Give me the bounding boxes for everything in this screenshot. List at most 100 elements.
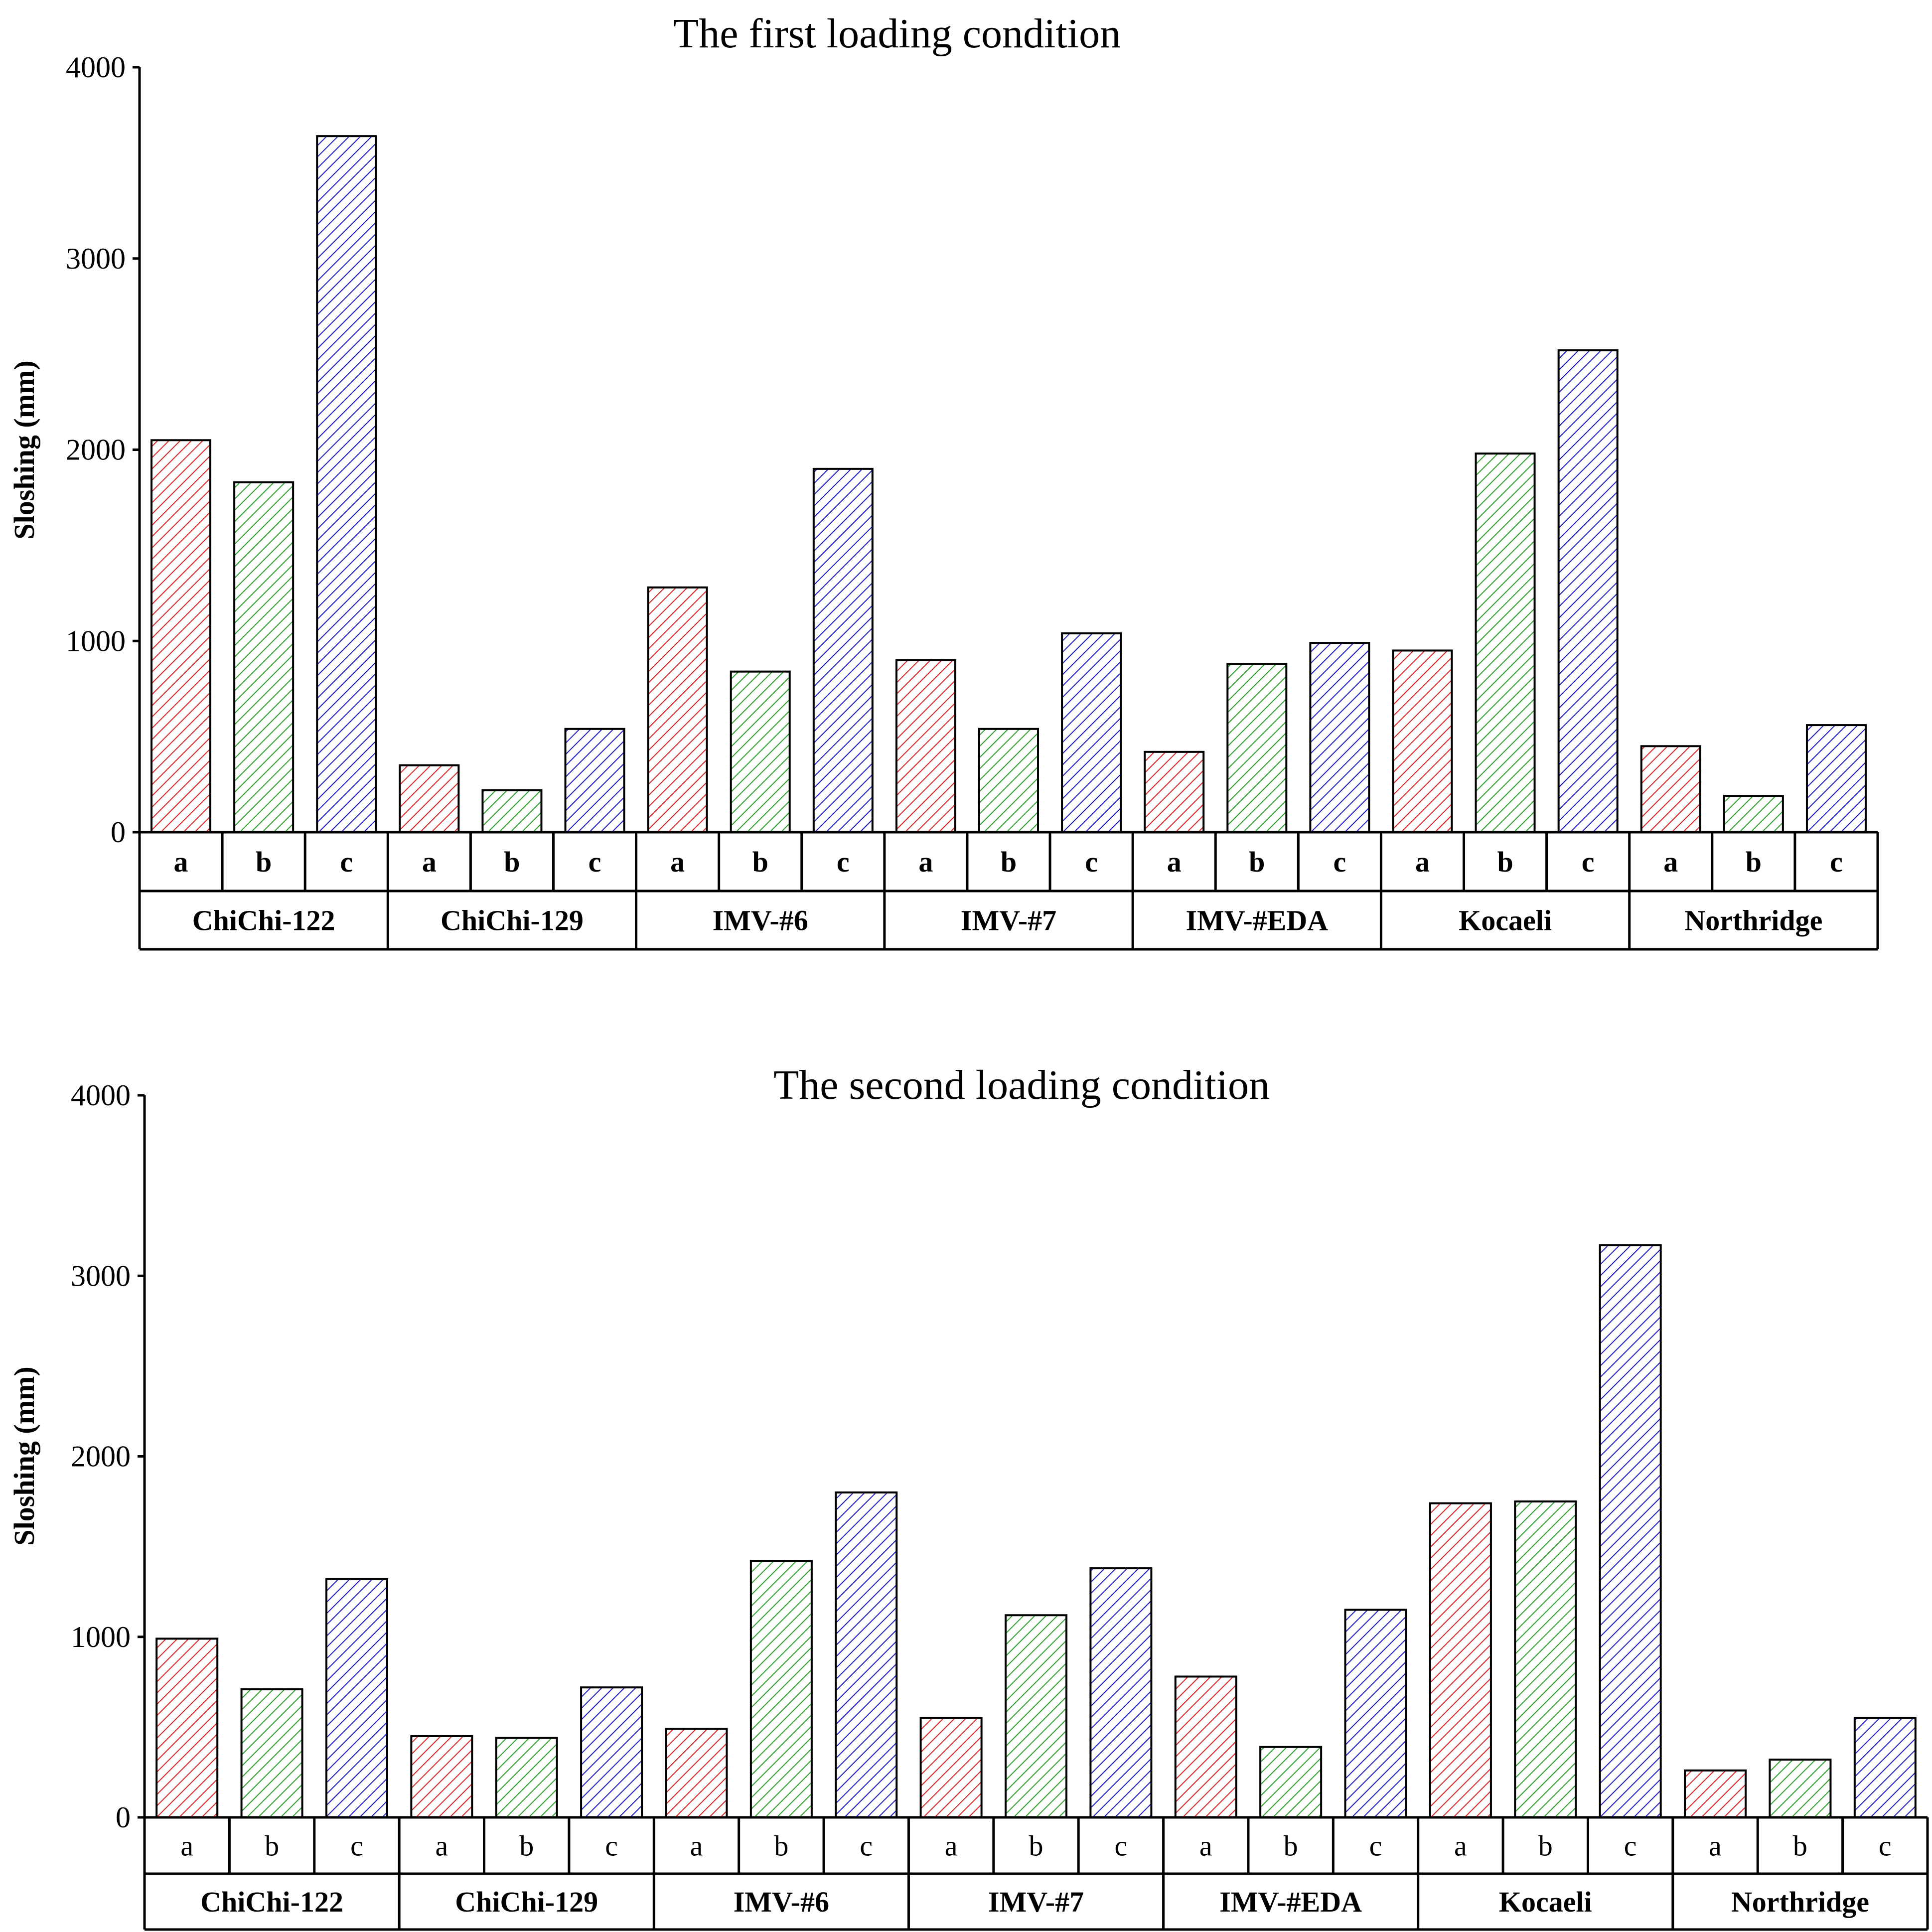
subcategory-label: a xyxy=(1167,846,1182,878)
chart-panel-1: The first loading condition Sloshing (mm)… xyxy=(8,10,1879,951)
subcategory-label: b xyxy=(265,1830,279,1862)
y-axis-label: Sloshing (mm) xyxy=(8,1366,40,1545)
subcategory-label: b xyxy=(752,846,768,878)
subcategory-label: b xyxy=(1746,846,1762,878)
subcategory-label: c xyxy=(1830,846,1843,878)
bar-imv-6-c xyxy=(812,467,874,833)
chart-title: The second loading condition xyxy=(773,1062,1270,1108)
subcategory-label: b xyxy=(1538,1830,1553,1862)
bar-northridge-b xyxy=(1723,795,1784,834)
bar-northridge-b xyxy=(1769,1759,1832,1819)
bar-chichi-122-c xyxy=(316,135,377,833)
bar-chichi-122-b xyxy=(233,481,295,833)
group-label: Kocaeli xyxy=(1459,904,1552,937)
subcategory-label: c xyxy=(340,846,353,878)
subcategory-label: b xyxy=(774,1830,788,1862)
bar-imv-7-b xyxy=(1005,1614,1067,1819)
group-label: ChiChi-122 xyxy=(192,904,335,937)
subcategory-label: c xyxy=(1115,1830,1128,1862)
subcategory-label: a xyxy=(1709,1830,1722,1862)
y-tick-label: 2000 xyxy=(66,434,126,466)
subcategory-label: b xyxy=(519,1830,534,1862)
subcategory-label: a xyxy=(918,846,933,878)
bar-imv-eda-a xyxy=(1174,1675,1237,1819)
bar-imv-6-b xyxy=(730,670,791,834)
chart-title: The first loading condition xyxy=(673,10,1121,57)
bar-imv-7-c xyxy=(1089,1567,1153,1818)
bar-kocaeli-a xyxy=(1429,1502,1492,1819)
y-tick-label: 3000 xyxy=(66,242,126,275)
bar-chichi-129-a xyxy=(410,1735,473,1819)
y-tick-label: 4000 xyxy=(66,51,126,84)
y-tick-label: 0 xyxy=(111,816,126,849)
bar-imv-7-c xyxy=(1061,632,1122,834)
bar-imv-6-a xyxy=(665,1728,728,1819)
subcategory-label: a xyxy=(435,1830,448,1862)
subcategory-label: c xyxy=(1879,1830,1892,1862)
group-label: ChiChi-129 xyxy=(441,904,584,937)
subcategory-label: b xyxy=(1001,846,1017,878)
bar-northridge-c xyxy=(1853,1717,1917,1818)
bar-imv-7-b xyxy=(978,728,1039,834)
bar-northridge-a xyxy=(1640,745,1701,833)
bar-chichi-122-b xyxy=(240,1688,303,1818)
bar-chichi-129-a xyxy=(399,764,460,833)
group-label: IMV-#6 xyxy=(734,1886,829,1918)
group-label: IMV-#6 xyxy=(713,904,808,937)
y-tick-label: 0 xyxy=(116,1801,131,1834)
subcategory-label: c xyxy=(1624,1830,1637,1862)
subcategory-label: b xyxy=(1284,1830,1298,1862)
bar-imv-6-b xyxy=(749,1560,813,1818)
bar-imv-6-a xyxy=(647,586,708,834)
subcategory-label: c xyxy=(1369,1830,1382,1862)
bar-imv-7-a xyxy=(895,659,956,833)
subcategory-label: a xyxy=(180,1830,193,1862)
bar-imv-eda-b xyxy=(1259,1746,1323,1818)
chart-panel-2: The second loading condition Sloshing (mm… xyxy=(8,1062,1929,1931)
group-label: Northridge xyxy=(1731,1886,1869,1918)
bar-chichi-122-a xyxy=(150,439,212,833)
bar-chichi-129-b xyxy=(481,789,543,833)
subcategory-label: c xyxy=(837,846,850,878)
group-label: Kocaeli xyxy=(1499,1886,1592,1918)
subcategory-label: c xyxy=(1085,846,1098,878)
subcategory-label: c xyxy=(1582,846,1595,878)
bar-kocaeli-c xyxy=(1557,349,1619,833)
subcategory-label: b xyxy=(1249,846,1265,878)
subcategory-label: c xyxy=(860,1830,873,1862)
bar-chichi-129-c xyxy=(580,1686,643,1818)
group-label: IMV-#7 xyxy=(961,904,1056,937)
group-label: IMV-#EDA xyxy=(1186,904,1328,937)
bar-chichi-122-a xyxy=(155,1637,219,1819)
subcategory-label: a xyxy=(174,846,188,878)
bar-kocaeli-a xyxy=(1392,649,1453,833)
y-tick-label: 4000 xyxy=(71,1079,131,1112)
subcategory-label: a xyxy=(422,846,437,878)
bar-chichi-129-c xyxy=(564,728,625,834)
subcategory-label: b xyxy=(1793,1830,1807,1862)
bar-kocaeli-b xyxy=(1514,1500,1577,1818)
bar-imv-7-a xyxy=(919,1717,983,1818)
subcategory-label: c xyxy=(350,1830,363,1862)
y-tick-label: 2000 xyxy=(71,1440,131,1473)
subcategory-label: a xyxy=(1415,846,1430,878)
subcategory-label: a xyxy=(1663,846,1678,878)
subcategory-label: a xyxy=(1454,1830,1467,1862)
subcategory-label: a xyxy=(1199,1830,1212,1862)
subcategory-label: b xyxy=(1497,846,1513,878)
group-label: IMV-#7 xyxy=(988,1886,1084,1918)
group-label: IMV-#EDA xyxy=(1219,1886,1362,1918)
bar-kocaeli-b xyxy=(1475,452,1536,833)
bar-chichi-129-b xyxy=(495,1737,558,1819)
subcategory-label: a xyxy=(945,1830,958,1862)
bar-imv-6-c xyxy=(835,1491,898,1818)
bar-imv-eda-c xyxy=(1309,642,1370,834)
bar-northridge-c xyxy=(1805,724,1867,833)
subcategory-label: a xyxy=(670,846,685,878)
group-label: ChiChi-129 xyxy=(455,1886,598,1918)
bar-northridge-a xyxy=(1684,1769,1747,1818)
y-axis-label: Sloshing (mm) xyxy=(8,360,40,539)
subcategory-label: c xyxy=(589,846,601,878)
subcategory-label: c xyxy=(605,1830,618,1862)
